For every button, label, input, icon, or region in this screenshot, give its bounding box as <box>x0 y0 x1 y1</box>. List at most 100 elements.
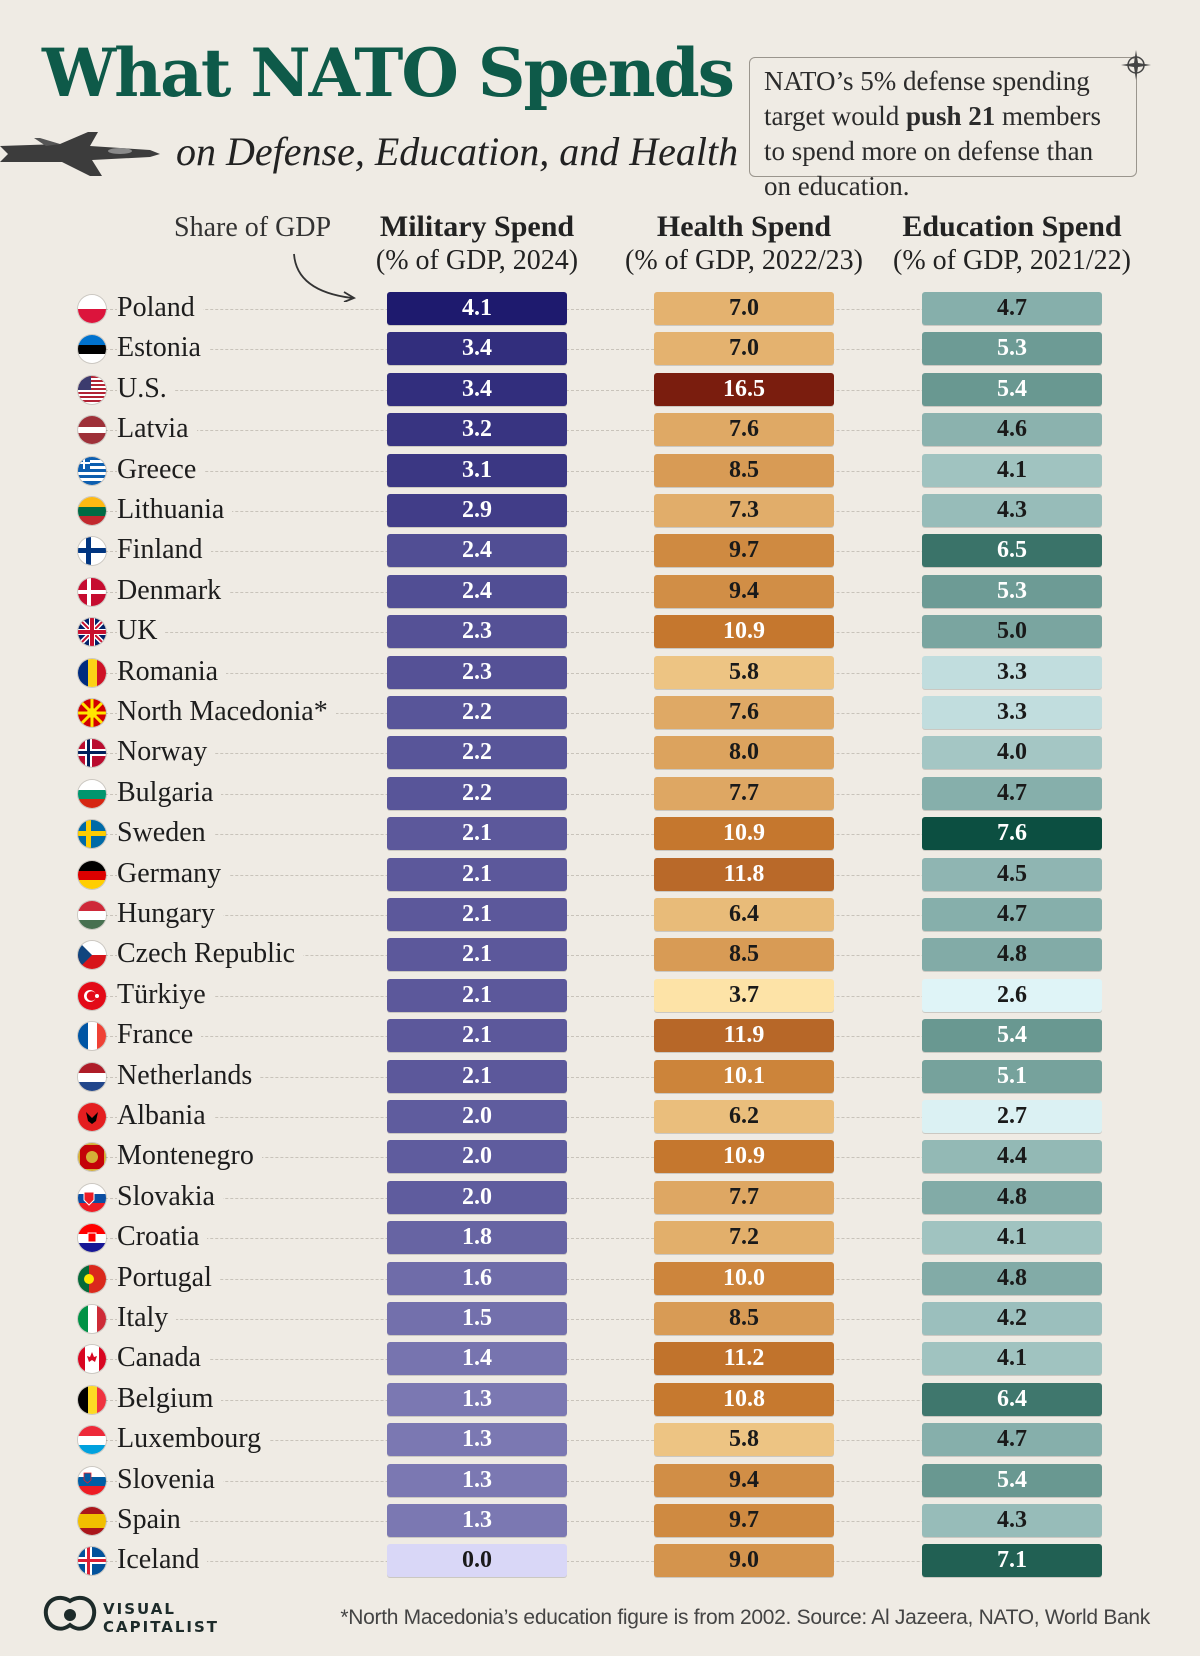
country-label: Italy <box>117 1302 177 1334</box>
military-value-cell: 1.5 <box>387 1302 567 1335</box>
row-divider <box>90 1036 1100 1038</box>
country-label: Latvia <box>117 413 197 446</box>
visual-capitalist-logo-icon <box>43 1595 97 1631</box>
column-header-education: Education Spend (% of GDP, 2021/22) <box>882 210 1142 278</box>
health-value-cell: 16.5 <box>654 372 834 406</box>
country-label: Netherlands <box>117 1059 261 1092</box>
table-row: Sweden 2.1 10.9 7.6 <box>0 814 1200 854</box>
row-divider <box>90 1561 1100 1563</box>
education-value-cell: 5.4 <box>922 372 1102 406</box>
table-row: Croatia 1.8 7.2 4.1 <box>0 1218 1200 1258</box>
military-value-cell: 3.4 <box>387 332 567 366</box>
bulgaria-flag-icon <box>78 779 106 808</box>
education-value-cell: 6.5 <box>922 534 1102 568</box>
country-label: Montenegro <box>117 1140 262 1173</box>
turkiye-flag-icon <box>78 981 106 1010</box>
health-value-cell: 9.7 <box>654 534 834 568</box>
row-divider <box>90 470 1100 472</box>
education-value-cell: 5.3 <box>922 574 1102 608</box>
row-divider <box>90 793 1100 795</box>
table-row: Canada 1.4 11.2 4.1 <box>0 1339 1200 1379</box>
military-value-cell: 3.2 <box>387 413 567 447</box>
military-value-cell: 4.1 <box>387 292 567 325</box>
education-value-cell: 4.3 <box>922 1504 1102 1537</box>
health-value-cell: 9.4 <box>654 574 834 608</box>
table-row: Portugal 1.6 10.0 4.8 <box>0 1259 1200 1299</box>
country-label: Poland <box>117 292 203 324</box>
education-value-cell: 5.3 <box>922 332 1102 366</box>
education-value-cell: 4.4 <box>922 1140 1102 1174</box>
military-value-cell: 2.4 <box>387 534 567 568</box>
education-value-cell: 4.7 <box>922 776 1102 810</box>
health-value-cell: 11.2 <box>654 1342 834 1376</box>
row-divider <box>90 430 1100 432</box>
education-value-cell: 4.1 <box>922 1221 1102 1255</box>
country-label: Romania <box>117 655 227 688</box>
country-label: Denmark <box>117 574 230 607</box>
finland-flag-icon <box>78 537 106 566</box>
health-value-cell: 7.2 <box>654 1221 834 1255</box>
greece-flag-icon <box>78 456 106 485</box>
military-value-cell: 2.1 <box>387 857 567 891</box>
education-value-cell: 2.7 <box>922 1100 1102 1133</box>
country-label: Portugal <box>117 1261 220 1294</box>
germany-flag-icon <box>78 860 106 889</box>
military-value-cell: 2.1 <box>387 817 567 851</box>
military-value-cell: 2.0 <box>387 1180 567 1214</box>
military-value-cell: 2.1 <box>387 1059 567 1093</box>
military-value-cell: 2.1 <box>387 978 567 1012</box>
country-label: North Macedonia* <box>117 696 336 728</box>
slovenia-flag-icon <box>78 1466 106 1495</box>
country-label: Croatia <box>117 1221 208 1254</box>
education-value-cell: 5.0 <box>922 615 1102 649</box>
military-value-cell: 3.1 <box>387 453 567 487</box>
country-label: Slovakia <box>117 1180 223 1213</box>
lithuania-flag-icon <box>78 497 106 525</box>
education-value-cell: 5.1 <box>922 1059 1102 1093</box>
table-row: Spain 1.3 9.7 4.3 <box>0 1501 1200 1541</box>
country-label: U.S. <box>117 372 175 405</box>
health-value-cell: 9.4 <box>654 1463 834 1497</box>
table-row: Luxembourg 1.3 5.8 4.7 <box>0 1420 1200 1460</box>
row-divider <box>90 1076 1100 1078</box>
country-label: Greece <box>117 453 205 486</box>
military-value-cell: 2.0 <box>387 1100 567 1133</box>
country-label: Canada <box>117 1342 209 1375</box>
logo-line-1: VISUAL <box>103 1600 176 1618</box>
table-row: Belgium 1.3 10.8 6.4 <box>0 1380 1200 1420</box>
military-value-cell: 2.0 <box>387 1140 567 1174</box>
hungary-flag-icon <box>78 901 106 929</box>
military-value-cell: 2.1 <box>387 898 567 931</box>
row-divider <box>90 672 1100 674</box>
table-row: North Macedonia* 2.2 7.6 3.3 <box>0 693 1200 733</box>
education-value-cell: 4.1 <box>922 1342 1102 1376</box>
health-value-cell: 7.6 <box>654 696 834 729</box>
table-row: France 2.1 11.9 5.4 <box>0 1016 1200 1056</box>
health-value-cell: 9.0 <box>654 1544 834 1578</box>
military-value-cell: 2.3 <box>387 615 567 649</box>
health-value-cell: 10.9 <box>654 817 834 851</box>
country-label: Lithuania <box>117 494 233 526</box>
health-value-cell: 9.7 <box>654 1504 834 1537</box>
military-value-cell: 1.3 <box>387 1382 567 1416</box>
table-row: Montenegro 2.0 10.9 4.4 <box>0 1137 1200 1177</box>
row-divider <box>90 1238 1100 1240</box>
row-divider <box>90 349 1100 351</box>
country-label: Finland <box>117 534 211 567</box>
education-value-cell: 4.1 <box>922 453 1102 487</box>
country-label: UK <box>117 615 166 648</box>
row-divider <box>90 1157 1100 1159</box>
country-label: Hungary <box>117 898 223 930</box>
table-row: UK 2.3 10.9 5.0 <box>0 612 1200 652</box>
health-value-cell: 6.2 <box>654 1100 834 1133</box>
row-divider <box>90 874 1100 876</box>
military-value-cell: 2.3 <box>387 655 567 689</box>
military-value-cell: 3.4 <box>387 372 567 406</box>
logo-text: VISUAL CAPITALIST <box>103 1600 219 1636</box>
table-row: Bulgaria 2.2 7.7 4.7 <box>0 774 1200 814</box>
row-divider <box>90 1399 1100 1401</box>
health-value-cell: 7.7 <box>654 776 834 810</box>
education-value-cell: 6.4 <box>922 1382 1102 1416</box>
uk-flag-icon <box>78 618 106 647</box>
military-value-cell: 2.2 <box>387 736 567 770</box>
